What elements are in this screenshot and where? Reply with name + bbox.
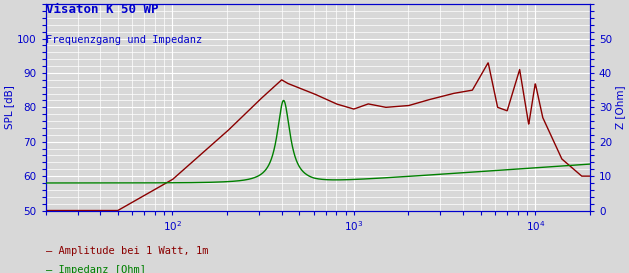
Text: Frequenzgang und Impedanz: Frequenzgang und Impedanz [45, 35, 202, 46]
Y-axis label: SPL [dB]: SPL [dB] [4, 85, 14, 129]
Text: — Impedanz [Ohm]: — Impedanz [Ohm] [45, 265, 145, 273]
Text: — Amplitude bei 1 Watt, 1m: — Amplitude bei 1 Watt, 1m [45, 246, 208, 256]
Y-axis label: Z [Ohm]: Z [Ohm] [615, 85, 625, 129]
Text: Visaton K 50 WP: Visaton K 50 WP [45, 3, 158, 16]
